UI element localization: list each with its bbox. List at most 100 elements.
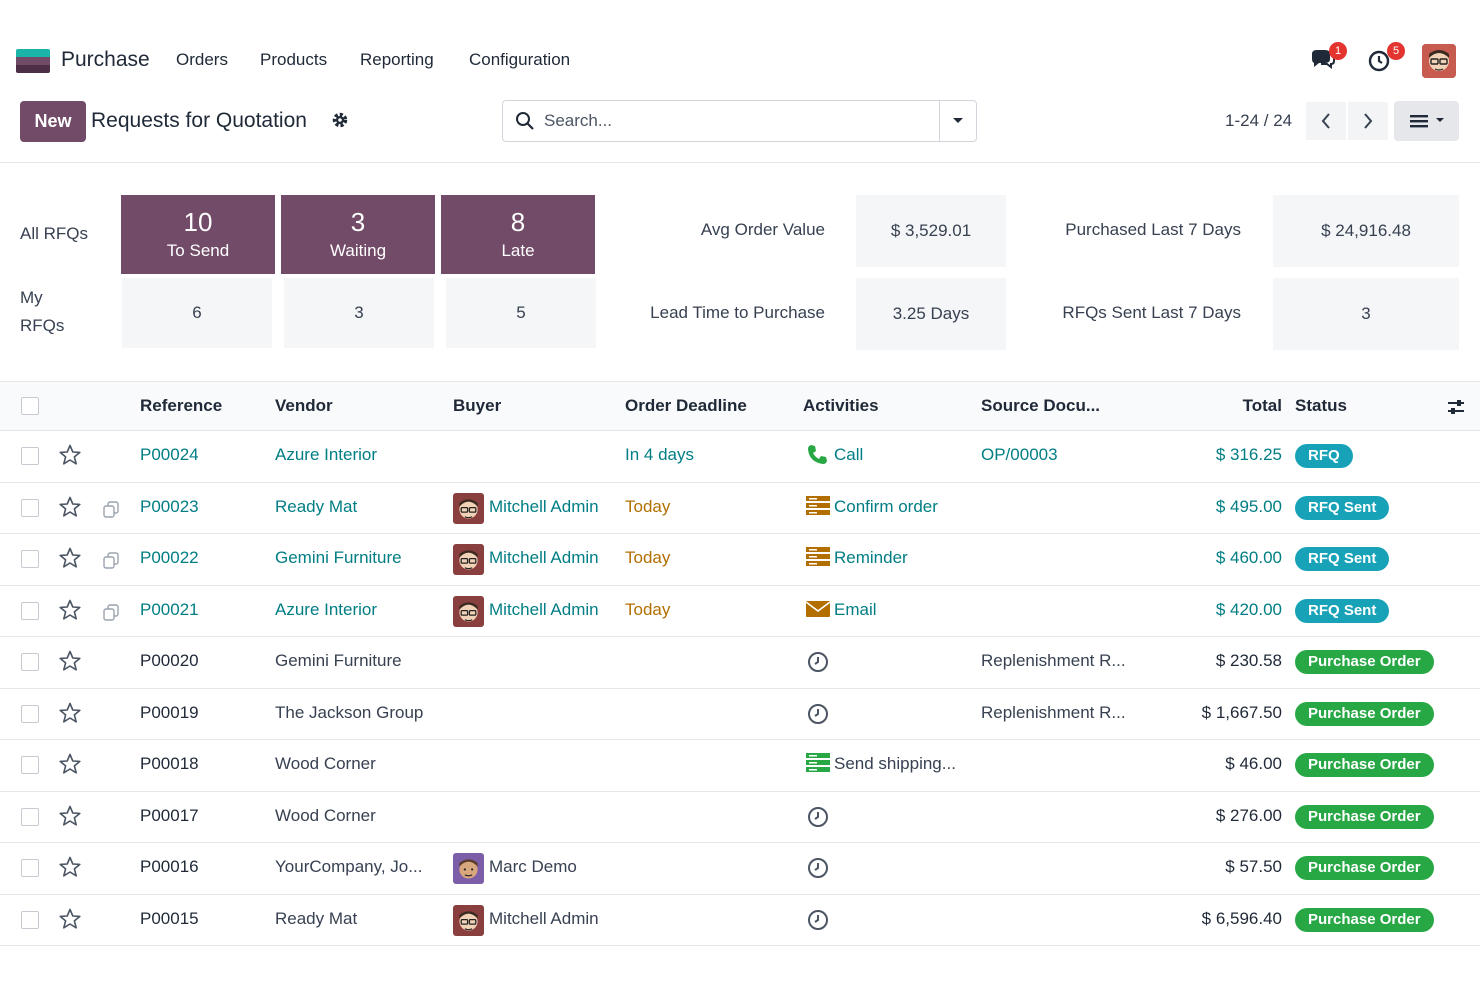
row-checkbox[interactable] <box>21 807 39 826</box>
row-vendor[interactable]: Azure Interior <box>275 599 378 619</box>
col-activities[interactable]: Activities <box>803 396 879 415</box>
row-vendor[interactable]: Wood Corner <box>275 754 376 773</box>
tasks-icon[interactable] <box>806 546 830 568</box>
user-avatar[interactable] <box>1422 44 1456 78</box>
table-row[interactable]: P00018 Wood Corner Send shipping... $ 46.00… <box>0 740 1480 792</box>
row-buyer[interactable]: Mitchell Admin <box>489 496 599 516</box>
row-checkbox[interactable] <box>21 704 39 723</box>
clock-icon[interactable] <box>806 703 830 725</box>
col-vendor[interactable]: Vendor <box>275 396 333 415</box>
clock-icon[interactable] <box>806 909 830 931</box>
new-button[interactable]: New <box>20 101 86 142</box>
star-icon[interactable] <box>58 701 82 725</box>
row-vendor[interactable]: Wood Corner <box>275 805 376 825</box>
table-row[interactable]: P00017 Wood Corner $ 276.00 Purchase Order <box>0 792 1480 843</box>
col-order-deadline[interactable]: Order Deadline <box>625 396 747 415</box>
table-row[interactable]: P00024 Azure Interior In 4 days Call OP/0000… <box>0 431 1480 483</box>
envelope-icon[interactable] <box>805 598 831 620</box>
row-activity[interactable]: Call <box>834 445 864 464</box>
row-source-document[interactable]: OP/00003 <box>981 445 1058 464</box>
row-checkbox[interactable] <box>21 601 39 620</box>
row-buyer[interactable]: Mitchell Admin <box>489 599 599 619</box>
clock-icon[interactable] <box>806 806 830 828</box>
pager-previous-button[interactable] <box>1306 102 1346 140</box>
col-status[interactable]: Status <box>1295 396 1347 415</box>
row-activity[interactable]: Email <box>834 599 877 619</box>
row-vendor[interactable]: Azure Interior <box>275 445 378 464</box>
row-checkbox[interactable] <box>21 756 39 774</box>
row-reference[interactable]: P00016 <box>140 857 199 876</box>
row-vendor[interactable]: Gemini Furniture <box>275 548 402 567</box>
row-vendor[interactable]: YourCompany, Jo... <box>275 857 423 876</box>
col-buyer[interactable]: Buyer <box>453 396 502 415</box>
row-checkbox[interactable] <box>21 910 39 929</box>
star-icon[interactable] <box>58 649 82 673</box>
table-row[interactable]: P00021 Azure Interior Mitchell Admin Today E… <box>0 586 1480 637</box>
phone-icon[interactable] <box>806 443 830 465</box>
row-reference[interactable]: P00017 <box>140 805 199 825</box>
row-reference[interactable]: P00024 <box>140 445 199 464</box>
purchase-app-icon[interactable] <box>16 49 50 73</box>
row-reference[interactable]: P00020 <box>140 651 199 670</box>
gear-icon[interactable] <box>331 111 349 129</box>
row-vendor[interactable]: Ready Mat <box>275 496 358 516</box>
clock-icon[interactable] <box>806 857 830 879</box>
row-checkbox[interactable] <box>21 447 39 465</box>
row-checkbox[interactable] <box>21 653 39 671</box>
col-reference[interactable]: Reference <box>140 396 223 415</box>
app-title[interactable]: Purchase <box>61 48 150 71</box>
table-row[interactable]: P00016 YourCompany, Jo... Marc Demo $ 57.50… <box>0 843 1480 895</box>
star-icon[interactable] <box>58 443 82 467</box>
my-to-send-cell[interactable]: 6 <box>122 278 272 348</box>
list-view-button[interactable] <box>1394 101 1459 141</box>
clock-icon[interactable] <box>806 651 830 673</box>
table-row[interactable]: P00015 Ready Mat Mitchell Admin $ 6,596.40 P… <box>0 895 1480 946</box>
table-row[interactable]: P00020 Gemini Furniture Replenishment R...… <box>0 637 1480 689</box>
search-options-toggle[interactable] <box>939 101 976 141</box>
row-reference[interactable]: P00015 <box>140 908 199 928</box>
table-row[interactable]: P00019 The Jackson Group Replenishment R..… <box>0 689 1480 740</box>
row-vendor[interactable]: The Jackson Group <box>275 702 424 722</box>
row-checkbox[interactable] <box>21 550 39 568</box>
search-input[interactable] <box>544 109 924 133</box>
table-row[interactable]: P00023 Ready Mat Mitchell Admin Today Confir… <box>0 483 1480 534</box>
star-icon[interactable] <box>58 546 82 570</box>
row-checkbox[interactable] <box>21 498 39 517</box>
table-row[interactable]: P00022 Gemini Furniture Mitchell Admin Toda… <box>0 534 1480 586</box>
col-source-document[interactable]: Source Docu... <box>981 396 1101 415</box>
row-buyer[interactable]: Mitchell Admin <box>489 548 599 567</box>
star-icon[interactable] <box>58 907 82 931</box>
row-reference[interactable]: P00023 <box>140 496 199 516</box>
activities-clock-icon[interactable]: 5 <box>1367 42 1405 74</box>
menu-configuration[interactable]: Configuration <box>469 50 571 69</box>
pager-next-button[interactable] <box>1348 102 1388 140</box>
row-reference[interactable]: P00018 <box>140 754 199 773</box>
to-send-tile[interactable]: 10 To Send <box>121 195 275 274</box>
row-activity[interactable]: Reminder <box>834 548 908 567</box>
optional-columns-icon[interactable] <box>1446 397 1466 422</box>
my-late-cell[interactable]: 5 <box>446 278 596 348</box>
select-all-checkbox[interactable] <box>21 397 39 415</box>
col-total[interactable]: Total <box>1242 396 1282 415</box>
row-buyer[interactable]: Mitchell Admin <box>489 908 599 928</box>
star-icon[interactable] <box>58 855 82 879</box>
my-waiting-cell[interactable]: 3 <box>284 278 434 348</box>
row-reference[interactable]: P00022 <box>140 548 199 567</box>
row-activity[interactable]: Confirm order <box>834 496 938 516</box>
menu-products[interactable]: Products <box>260 50 328 69</box>
row-vendor[interactable]: Gemini Furniture <box>275 651 402 670</box>
pager-value[interactable]: 1-24 / 24 <box>1225 111 1293 130</box>
row-vendor[interactable]: Ready Mat <box>275 908 358 928</box>
late-tile[interactable]: 8 Late <box>441 195 595 274</box>
waiting-tile[interactable]: 3 Waiting <box>281 195 435 274</box>
star-icon[interactable] <box>58 598 82 622</box>
tasks-icon[interactable] <box>806 752 830 774</box>
star-icon[interactable] <box>58 804 82 828</box>
messages-icon[interactable]: 1 <box>1309 42 1347 74</box>
star-icon[interactable] <box>58 752 82 776</box>
star-icon[interactable] <box>58 495 82 519</box>
menu-reporting[interactable]: Reporting <box>360 50 434 69</box>
row-reference[interactable]: P00019 <box>140 702 199 722</box>
row-buyer[interactable]: Marc Demo <box>489 857 577 876</box>
tasks-icon[interactable] <box>806 495 830 517</box>
